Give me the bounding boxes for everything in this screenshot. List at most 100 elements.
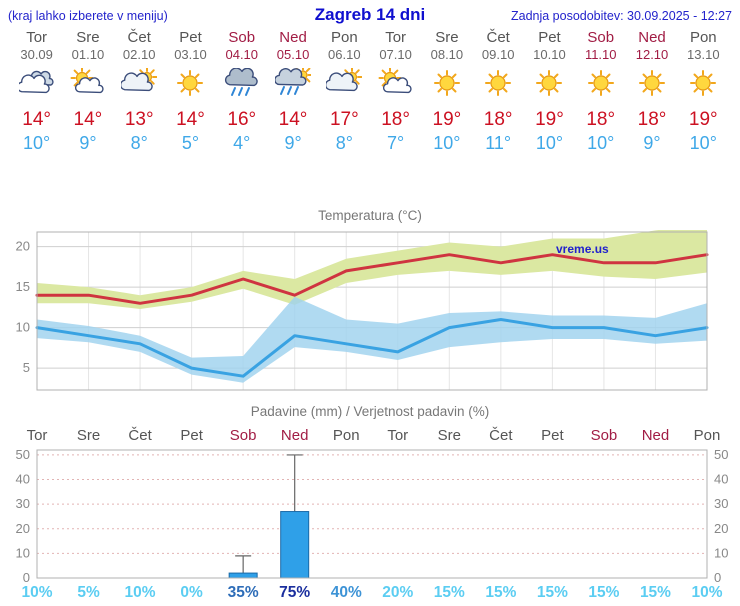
day-date: 10.10 [533,47,566,62]
day-date: 09.10 [481,47,515,62]
svg-text:10: 10 [16,320,30,335]
cloudy-icon [11,66,62,102]
day-cell[interactable]: Ned 05.10 14° 9° [267,29,318,154]
day-date: 06.10 [328,47,361,62]
day-cell[interactable]: Ned 12.10 18° 9° [626,29,677,154]
svg-text:Čet: Čet [128,427,152,444]
low-temp: 7° [387,133,405,153]
day-name: Pon [330,29,358,46]
high-temp: 19° [688,109,718,130]
day-date: 05.10 [276,47,310,62]
low-temp: 4° [233,133,251,153]
day-date: 07.10 [379,47,412,62]
low-temp: 10° [433,133,461,153]
day-cell[interactable]: Pon 13.10 19° 10° [678,29,729,154]
sunny-icon [421,66,472,102]
svg-text:15%: 15% [588,584,619,601]
max-temp-line [35,253,709,305]
svg-text:0: 0 [23,570,30,585]
svg-text:Ned: Ned [281,427,309,444]
high-temp: 17° [329,109,359,130]
low-temp: 9° [643,133,661,153]
day-date: 03.10 [174,47,207,62]
day-cell[interactable]: Pet 03.10 14° 5° [165,29,216,154]
high-temp: 18° [381,109,410,130]
high-temp: 13° [124,109,154,130]
day-name: Ned [638,29,666,46]
sunny-icon [165,66,216,102]
day-name: Sob [228,29,256,46]
day-cell[interactable]: Pon 06.10 17° 8° [319,29,370,154]
svg-text:10: 10 [16,545,30,560]
high-temp: 19° [432,109,462,130]
svg-text:Pon: Pon [694,427,721,444]
svg-text:75%: 75% [279,584,310,601]
svg-text:40%: 40% [331,584,362,601]
svg-text:40: 40 [16,472,30,487]
day-cell[interactable]: Pet 10.10 19° 10° [524,29,575,154]
last-updated-text: Zadnja posodobitev: 30.09.2025 - 12:27 [510,9,732,23]
sunny-icon [626,66,677,102]
high-temp: 18° [483,109,513,130]
day-name: Pon [689,29,717,46]
high-temp: 14° [73,109,103,130]
svg-text:20: 20 [16,521,30,536]
temperature-chart-block: Temperatura (°C) vreme.us 5 10 15 20 [0,208,740,400]
svg-text:35%: 35% [228,584,259,601]
svg-text:Pon: Pon [333,427,360,444]
svg-text:0: 0 [714,570,721,585]
day-cell[interactable]: Čet 02.10 13° 8° [114,29,165,154]
svg-text:Pet: Pet [180,427,203,444]
high-temp: 16° [227,109,257,130]
forecast-days-row: Tor 30.09 14° 10° Sre 01.10 14° 9° Čet 02.10 13° 8°… [0,29,740,154]
day-cell[interactable]: Tor 07.10 18° 7° [370,29,421,154]
svg-text:5%: 5% [77,584,100,601]
svg-text:10: 10 [714,545,728,560]
svg-text:15%: 15% [434,584,465,601]
svg-text:Sre: Sre [77,427,100,444]
svg-text:30: 30 [16,496,30,511]
day-cell[interactable]: Sre 08.10 19° 10° [421,29,472,154]
low-temp: 10° [535,133,564,153]
temp-plot-frame [36,231,708,391]
day-name: Sre [435,29,459,46]
high-temp: 14° [176,109,205,130]
low-temp: 9° [284,133,302,153]
svg-text:10%: 10% [125,584,156,601]
svg-text:0%: 0% [180,584,203,601]
high-temp: 14° [278,109,308,130]
day-name: Pet [538,29,561,46]
day-name: Sob [587,29,615,46]
day-cell[interactable]: Čet 09.10 18° 11° [473,29,524,154]
svg-text:10%: 10% [21,584,52,601]
max-temp-band [37,230,707,309]
svg-text:10%: 10% [691,584,722,601]
svg-text:15%: 15% [537,584,568,601]
low-temp: 8° [130,133,148,153]
day-name: Čet [486,29,510,46]
svg-text:15%: 15% [485,584,516,601]
svg-text:5: 5 [23,360,30,375]
day-date: 30.09 [20,47,53,62]
svg-text:Tor: Tor [387,427,408,444]
mostly-cloudy-icon [114,66,165,102]
precipitation-chart: Tor Sre Čet Pet Sob Ned Pon Tor Sre Čet Pet Sob Ned P… [16,427,729,601]
sunny-icon [575,66,626,102]
page-title: Zagreb 14 dni [314,5,426,24]
day-cell[interactable]: Sre 01.10 14° 9° [62,29,113,154]
vreme-us-link[interactable]: vreme.us [556,242,609,256]
precip-plot-frame [36,449,708,579]
precip-bar [280,511,310,579]
location-menu-note: (kraj lahko izberete v meniju) [8,9,168,23]
min-temp-band [37,296,707,383]
day-cell[interactable]: Tor 30.09 14° 10° [11,29,62,154]
temperature-chart: 5 10 15 20 [16,230,709,391]
day-cell[interactable]: Sob 04.10 16° 4° [216,29,267,154]
low-temp: 5° [181,133,200,153]
precip-bars [228,454,310,579]
day-name: Tor [385,29,407,46]
day-cell[interactable]: Sob 11.10 18° 10° [575,29,626,154]
rain-icon [216,66,267,102]
svg-text:15: 15 [16,279,30,294]
